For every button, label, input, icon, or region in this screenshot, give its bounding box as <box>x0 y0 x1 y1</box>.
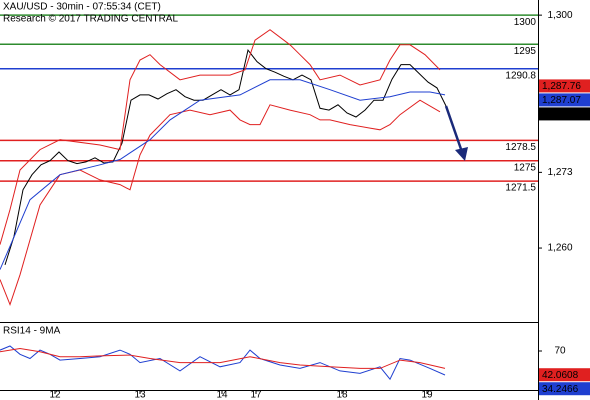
rsi-title: RSI14 - 9MA <box>3 326 61 337</box>
chart-subtitle: Research © 2017 TRADING CENTRAL <box>3 14 178 25</box>
last-value-label: 34.2466 <box>542 384 579 395</box>
last-value-label: 1,287.76 <box>542 81 581 92</box>
last-value-label: 1,287.07 <box>542 95 581 106</box>
series-line <box>0 79 446 270</box>
y-tick-label: 1,260 <box>547 243 572 254</box>
y-tick-label: 70 <box>554 346 566 357</box>
series-line <box>0 347 446 369</box>
level-label: 1290.8 <box>505 70 536 81</box>
plot-layer: 1,300 1,273 1,260 1300 1295 1290.8 1278.5 1275 1… <box>0 10 590 400</box>
level-label: 1275 <box>514 162 537 173</box>
last-value-box <box>539 382 590 396</box>
last-value-box <box>539 93 590 107</box>
forecast-arrow <box>444 105 464 153</box>
x-tick-label: 13 <box>134 390 146 400</box>
series-line <box>4 48 447 266</box>
level-label: 1295 <box>514 46 537 57</box>
level-label: 1271.5 <box>505 183 536 194</box>
level-label: 1278.5 <box>505 142 536 153</box>
last-value-label: 42.0608 <box>542 370 579 381</box>
forecast-arrow-head <box>455 147 468 161</box>
last-value-box <box>539 368 590 382</box>
x-tick-label: 18 <box>336 390 348 400</box>
last-value-label: 1,284.35 <box>542 109 581 120</box>
last-value-box <box>539 107 590 121</box>
chart-title: XAU/USD - 30min - 07:55:34 (CET) <box>3 2 161 13</box>
y-tick-label: 1,300 <box>547 10 572 21</box>
x-tick-label: 19 <box>421 390 433 400</box>
y-tick-label: 1,273 <box>547 167 572 178</box>
series-line <box>0 29 441 245</box>
last-value-box <box>539 79 590 93</box>
x-tick-label: 12 <box>49 390 61 400</box>
x-tick-label: 14 <box>216 390 228 400</box>
level-label: 1300 <box>514 17 537 28</box>
x-tick-label: 17 <box>250 390 262 400</box>
